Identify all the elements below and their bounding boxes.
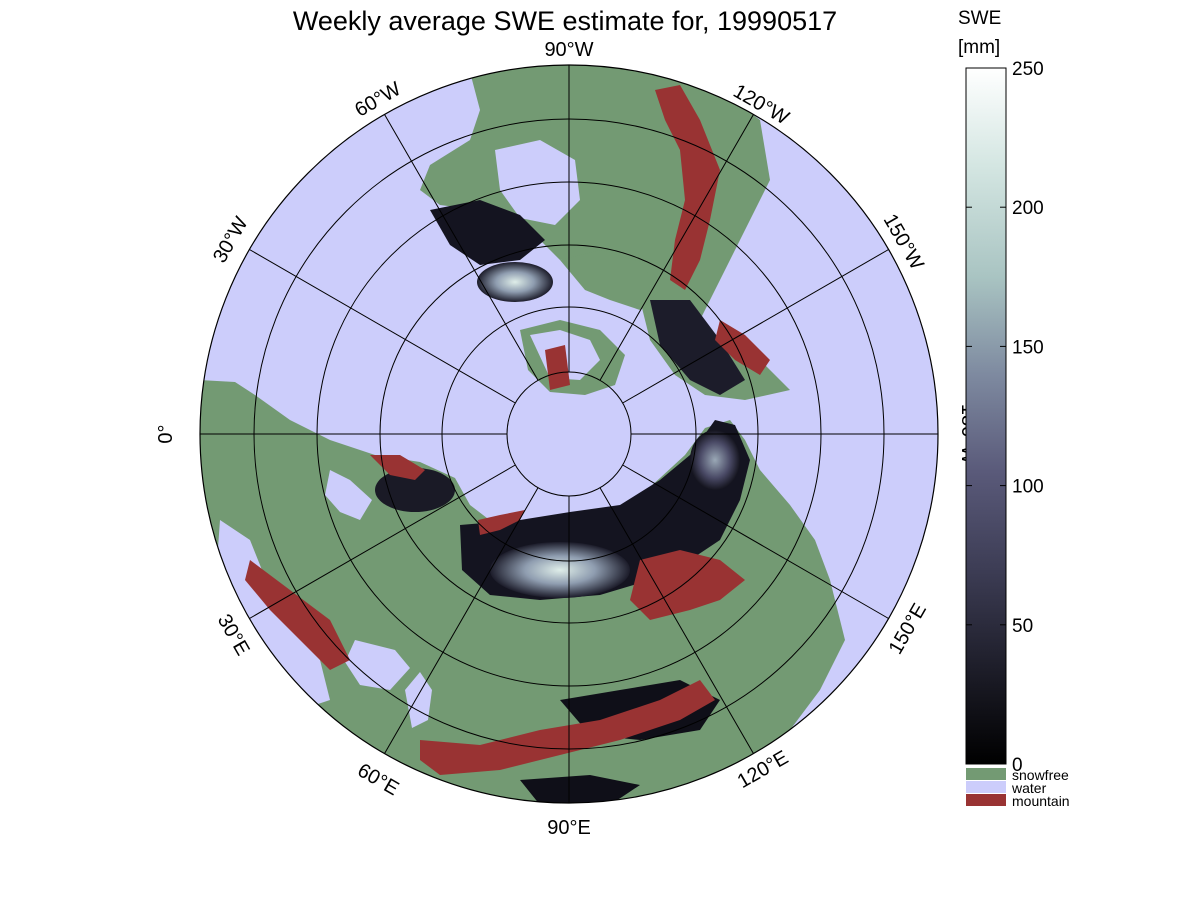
lon-label-0: 0° <box>155 424 177 443</box>
legend-swatch-snowfree <box>966 768 1006 780</box>
lon-label-60e: 60°E <box>354 759 403 800</box>
colorbar-tick-label: 250 <box>1012 59 1044 80</box>
lon-label-90w: 90°W <box>544 39 593 61</box>
mountain-ural <box>478 510 525 535</box>
legend-label-snowfree: snowfree <box>1012 767 1069 783</box>
colorbar-gradient <box>965 67 1007 765</box>
mountain-himalaya <box>420 680 715 775</box>
legend-swatch-mountain <box>966 794 1006 806</box>
category-legend: snowfree water mountain <box>966 767 1070 809</box>
mountain-greenland <box>545 345 570 390</box>
mountain-norway <box>370 455 425 480</box>
snow-arctic-bright <box>477 262 553 302</box>
snow-siberia-east <box>690 430 740 490</box>
lon-label-30e: 30°E <box>213 611 254 660</box>
colorbar-tick-label: 200 <box>1012 198 1044 219</box>
meridian-line <box>622 464 889 619</box>
map-disc <box>200 65 938 803</box>
mountain-siberia-east <box>630 550 745 620</box>
map-title: Weekly average SWE estimate for, 1999051… <box>292 6 838 36</box>
mountain-alps <box>245 560 350 670</box>
meridian-line <box>599 487 754 754</box>
legend-label-mountain: mountain <box>1012 793 1070 809</box>
colorbar-tick-label: 150 <box>1012 337 1044 358</box>
meridian-line <box>384 487 539 754</box>
colorbar-title-line2: [mm] <box>958 37 1000 58</box>
snow-scandinavia <box>375 468 455 512</box>
meridian-line <box>249 249 516 404</box>
meridian-line <box>249 464 516 619</box>
map-border <box>199 64 939 804</box>
lon-label-90e: 90°E <box>547 817 591 839</box>
sea-mediterranean <box>215 520 330 710</box>
colorbar-tick-label: 100 <box>1012 477 1044 498</box>
snow-canada <box>430 200 545 265</box>
snow-tibet <box>520 775 640 803</box>
colorbar: SWE [mm] 0 50 100 150 200 250 <box>958 8 1044 776</box>
legend-swatch-water <box>966 781 1006 793</box>
snow-siberia-bright <box>490 542 630 598</box>
mountain-rockies <box>655 85 720 290</box>
bay-hudson <box>495 140 580 225</box>
legend-label-water: water <box>1011 780 1047 796</box>
sea-baltic <box>325 470 372 520</box>
colorbar-tick-label: 50 <box>1012 616 1033 637</box>
colorbar-ticks: 0 50 100 150 200 250 <box>966 59 1044 776</box>
sea-black <box>345 640 410 690</box>
meridian-lines <box>200 65 938 803</box>
snow-alaska <box>650 300 745 395</box>
meridian-line <box>384 114 539 381</box>
land-archipelago <box>560 250 660 310</box>
colorbar-title-line1: SWE <box>958 8 1001 29</box>
meridian-line <box>622 249 889 404</box>
colorbar-tick-label: 0 <box>1012 755 1023 776</box>
meridian-line <box>599 114 754 381</box>
